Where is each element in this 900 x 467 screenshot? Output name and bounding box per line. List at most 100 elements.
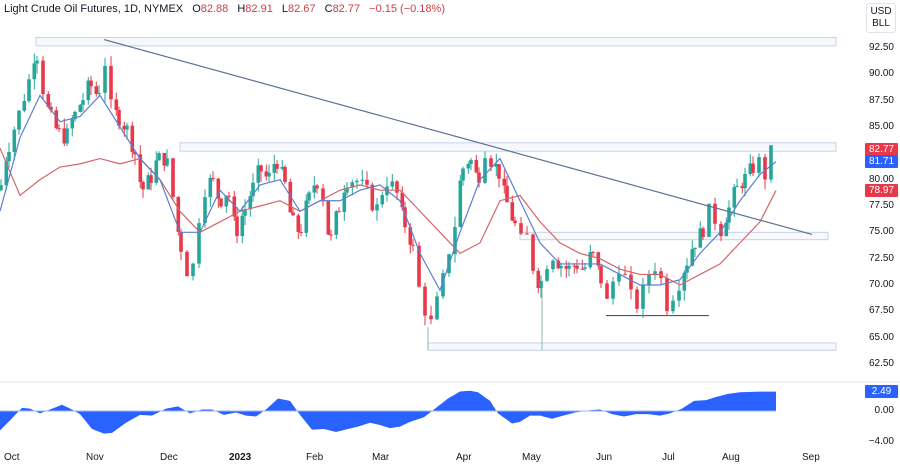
candle-body [12,129,17,153]
candle-body [248,196,253,210]
candle-body [345,187,349,193]
currency-unit-button[interactable]: USD BLL [866,3,896,33]
candle-body [489,158,493,167]
price-tick-label: 70.00 [868,278,894,290]
candle-body [355,180,359,183]
candle-body [154,160,159,183]
candle-body [86,80,91,101]
candle-body [62,128,67,144]
candle-body [240,215,245,237]
candle-body [441,273,445,297]
candle-body [429,315,433,320]
price-tag: 81.71 [865,154,898,168]
candle-body [605,283,609,299]
candle-body [288,181,293,213]
candle-body [403,207,407,228]
candle-body [411,244,415,246]
candle-body [724,222,729,237]
candle-body [299,231,303,233]
candle-body [251,182,255,197]
candle-body [677,290,681,301]
candle-body [575,265,579,269]
candle-body [312,185,317,193]
candle-body [763,157,767,180]
candle-body [17,110,21,130]
candle-body [395,181,399,193]
candle-body [525,233,529,235]
candle-body [483,158,487,183]
candle-body [693,247,697,250]
candle-body [559,266,563,269]
candle-body [130,125,135,152]
candle-body [423,286,427,316]
candle-body [536,270,541,288]
candle-body [117,110,121,126]
candle-body [497,164,501,179]
price-tick-label: 77.50 [868,199,894,211]
time-tick-label: Aug [722,452,740,463]
candle-body [466,164,471,169]
candle-body [591,252,595,254]
oscillator-area [0,390,776,434]
candle-body [280,166,285,169]
candle-body [133,151,137,155]
candle-body [57,128,61,130]
candle-body [70,119,75,129]
candle-body [665,278,669,312]
candle-body [641,285,645,309]
candle-body [623,273,627,275]
time-tick-label: Dec [160,452,178,463]
high-value: 82.91 [245,3,273,15]
candle-body [272,164,277,173]
price-tick-label: 92.50 [868,42,894,53]
candle-body [89,80,93,87]
candle-body [54,110,59,129]
oscillator-tick-label: 0.00 [874,405,894,416]
candle-body [73,111,77,120]
candle-body [81,100,85,105]
candle-body [690,249,695,266]
change-value: −0.15 (−0.18%) [369,3,445,15]
candle-body [417,245,421,287]
candle-body [556,260,561,269]
open-label: O [192,3,201,15]
candle-body [365,179,369,185]
candle-body [315,185,319,189]
candle-body [7,152,11,162]
candle-body [41,60,45,95]
candle-body [46,94,51,107]
low-value: 82.67 [288,3,316,15]
candle-body [179,231,183,252]
candle-body [545,269,549,281]
candle-body [227,195,231,197]
candle-body [370,184,375,211]
top-zone [35,36,837,47]
low-label: L [281,3,289,15]
candle-body [176,196,181,232]
candle-body [629,274,633,290]
candle-body [275,164,279,169]
candle-body [321,188,325,201]
candle-body [539,280,543,288]
candle-body [435,296,439,320]
candle-body [531,234,535,271]
candle-body [122,125,127,130]
time-tick-label: Jun [596,452,613,463]
time-tick-label: 2023 [229,452,252,463]
candle-body [267,172,271,177]
candle-body [125,125,129,130]
candle-body [580,268,585,270]
candle-body [35,60,39,64]
candle-body [510,202,515,221]
candle-body [291,212,295,216]
candle-body [114,99,119,111]
candle-body [232,196,237,217]
candle-body [707,203,711,237]
candle-body [474,160,479,173]
candle-body [138,154,143,182]
candle-body [698,228,703,248]
candle-body [502,178,507,186]
candle-body [505,185,509,203]
close-value: 82.77 [332,3,361,15]
